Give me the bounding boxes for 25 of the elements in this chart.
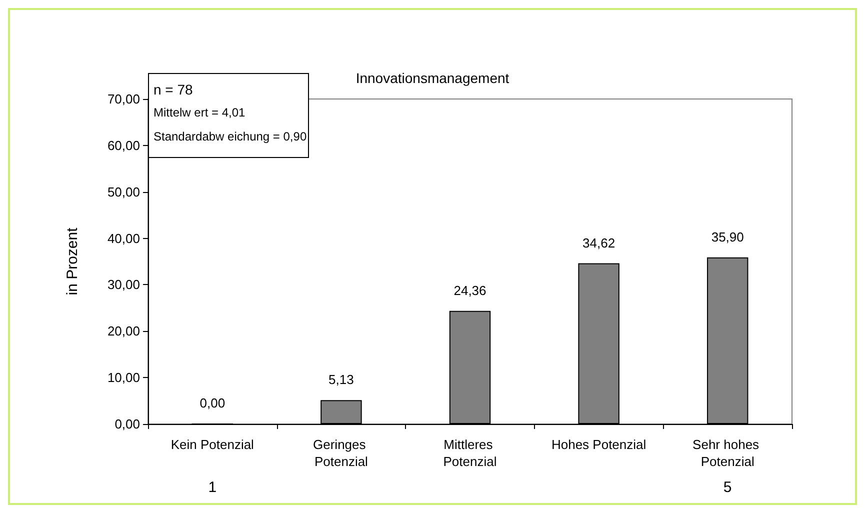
y-tick-label: 40,00: [107, 230, 140, 246]
y-tick-label: 30,00: [107, 277, 140, 292]
data-label: 0,00: [200, 396, 226, 410]
x-tick-label: Hohes Potenzial: [551, 437, 646, 452]
text: n = 78: [154, 82, 194, 98]
x-tick-label: Sehr hohes Potenzial: [692, 437, 763, 469]
text: 1: [208, 479, 217, 496]
data-label: 5,13: [328, 372, 354, 388]
y-tick-label: 20,00: [107, 324, 140, 339]
annotation: Standardabw eichung = 0,90: [154, 130, 307, 144]
data-label: 24,36: [454, 282, 486, 298]
y-tick-label: 0,00: [114, 416, 140, 432]
x-tick-label: Kein Potenzial: [170, 437, 254, 452]
data-label: 35,90: [711, 229, 744, 244]
annotation: Mittelw ert = 4,01: [154, 106, 246, 120]
y-tick-label: 50,00: [107, 184, 140, 200]
y-tick-label: 10,00: [107, 370, 140, 386]
chart-title: Innovationsmanagement: [356, 70, 510, 86]
y-axis-title: in Prozent: [64, 226, 81, 296]
y-tick-label: 60,00: [107, 138, 140, 153]
x-tick-label: Mittleres Potenzial: [443, 437, 497, 469]
text: 5: [723, 479, 732, 496]
y-tick-label: 70,00: [107, 92, 140, 106]
data-label: 34,62: [582, 235, 616, 250]
x-tick-label: Geringes Potenzial: [313, 437, 370, 469]
